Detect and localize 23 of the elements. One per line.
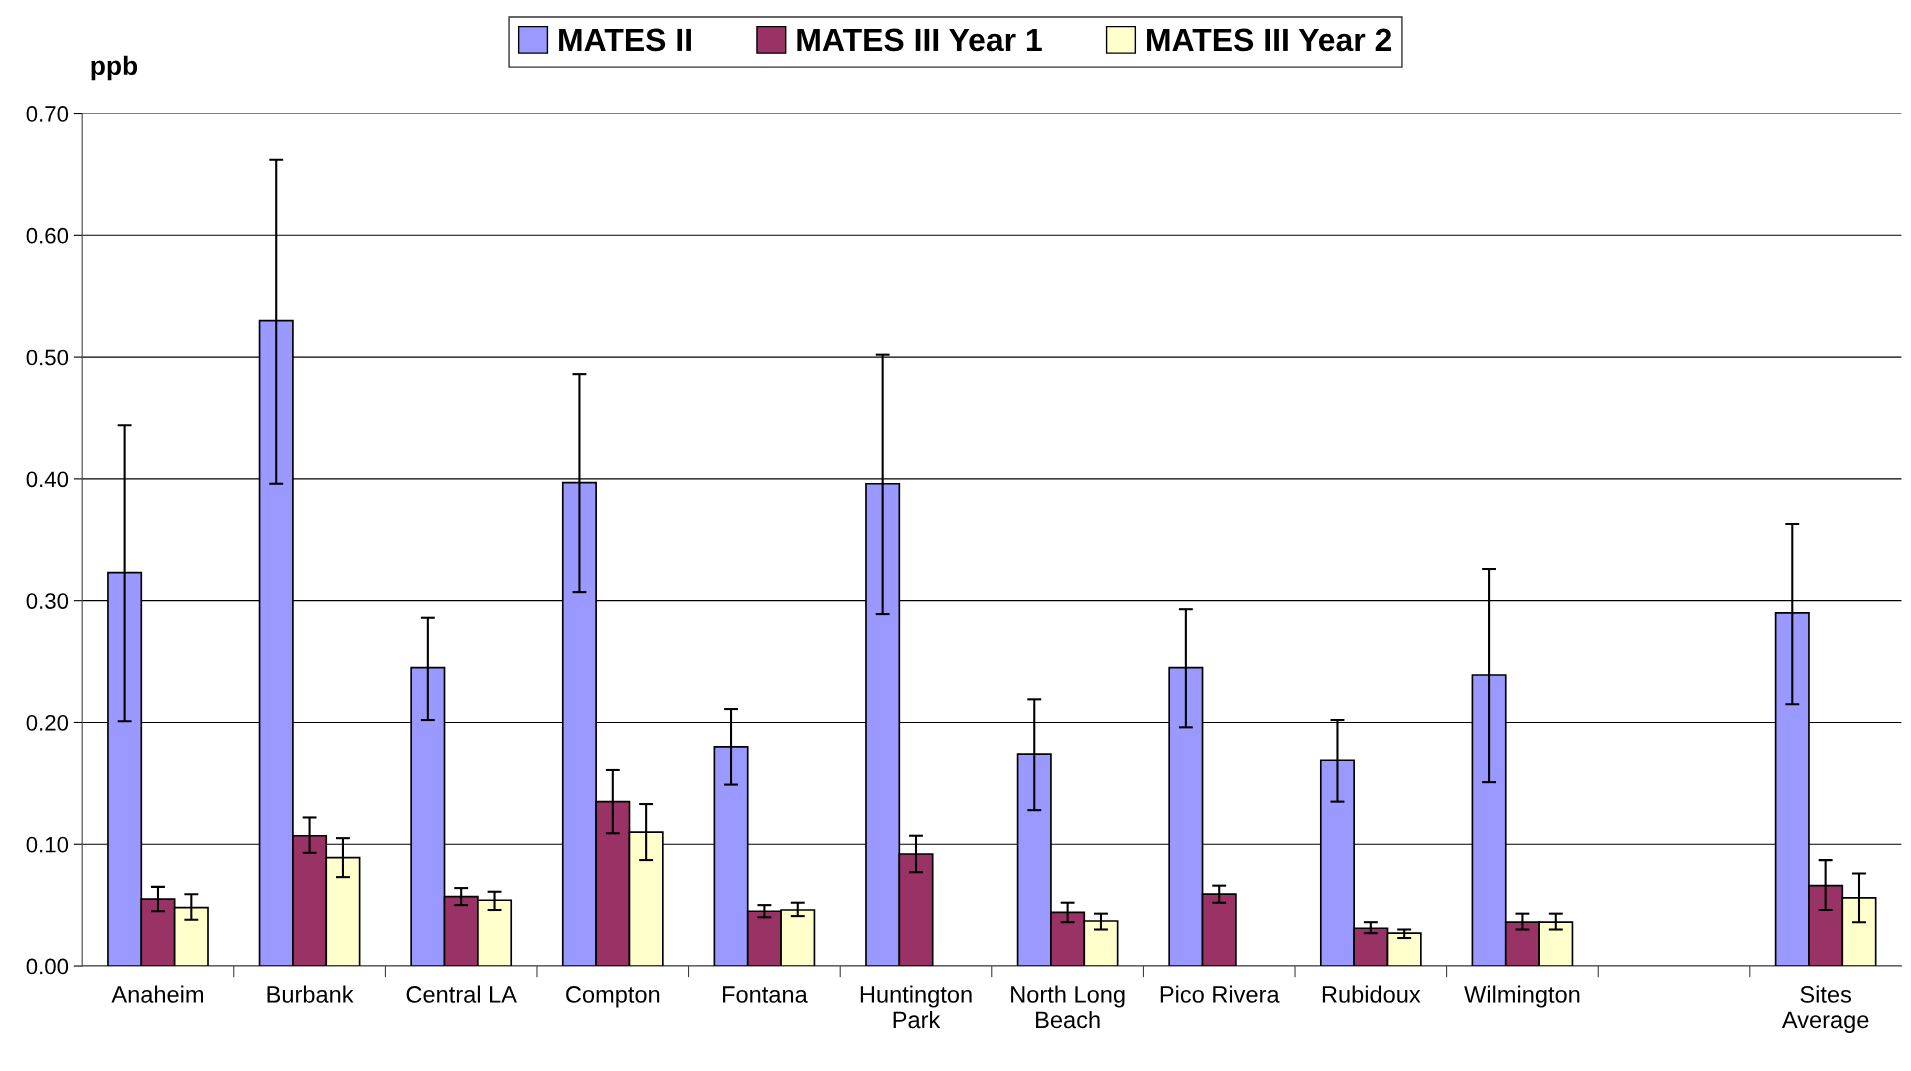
x-tick-label: Wilmington: [1464, 985, 1580, 1008]
x-tick-label: North Long Beach: [1011, 985, 1125, 1029]
legend-label: MATES III Year 2: [1147, 28, 1392, 52]
x-tick-label: Anaheim: [111, 985, 204, 1003]
x-tick-label: Central LA: [406, 985, 517, 1003]
y-axis-title: ppb: [91, 55, 138, 81]
y-tick-label: 0.10: [26, 836, 69, 853]
legend-label: MATES III Year 1: [797, 28, 1042, 52]
y-tick-label: 0.00: [26, 958, 69, 975]
x-tick-label: Rubidoux: [1322, 985, 1421, 1003]
y-tick-label: 0.40: [26, 471, 69, 488]
y-tick-label: 0.70: [26, 106, 69, 122]
y-tick-label: 0.50: [26, 349, 69, 366]
x-tick-label: Pico Rivera: [1160, 985, 1280, 1003]
x-tick-label: Huntington Park: [860, 985, 972, 1029]
y-tick-label: 0.60: [26, 227, 69, 244]
y-tick-label: 0.20: [26, 715, 69, 731]
x-tick-label: Fontana: [723, 986, 808, 1003]
y-tick-label: 0.30: [26, 593, 69, 609]
x-tick-label: Burbank: [267, 985, 354, 1003]
legend-label: MATES II: [559, 28, 691, 52]
x-tick-label: Compton: [566, 986, 660, 1008]
x-tick-label: Sites Average: [1781, 985, 1869, 1033]
